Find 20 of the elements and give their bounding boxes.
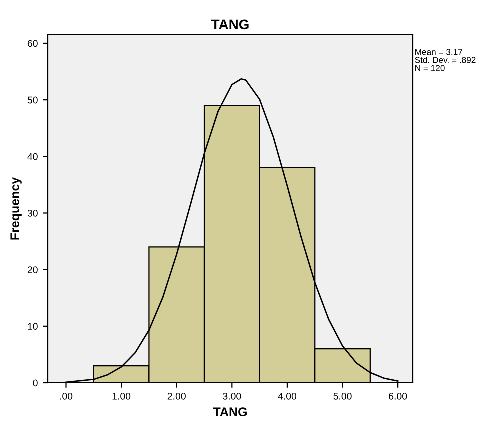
chart-title: TANG bbox=[211, 20, 249, 30]
x-tick-label: 3.00 bbox=[223, 392, 242, 400]
x-tick-label: 1.00 bbox=[112, 392, 131, 400]
x-axis-title: TANG bbox=[213, 408, 247, 417]
y-tick-label: 30 bbox=[28, 210, 38, 217]
y-tick-label: 0 bbox=[33, 380, 38, 387]
x-tick-label: .00 bbox=[60, 392, 73, 400]
x-tick-label: 5.00 bbox=[334, 392, 352, 400]
y-tick-label: 60 bbox=[28, 40, 38, 48]
y-tick-label: 20 bbox=[28, 266, 38, 274]
x-tick-label: 4.00 bbox=[278, 392, 297, 400]
text: Mean = 3.17 bbox=[416, 49, 463, 56]
text: Std. Dev. = .892 bbox=[415, 56, 476, 64]
x-tick-label: 6.00 bbox=[389, 392, 408, 400]
y-tick-label: 40 bbox=[28, 153, 38, 160]
y-axis-title: Frequency bbox=[10, 177, 22, 240]
y-tick-label: 10 bbox=[28, 323, 38, 330]
y-tick-label: 50 bbox=[28, 96, 38, 104]
text: N = 120 bbox=[416, 65, 445, 72]
x-tick-label: 2.00 bbox=[168, 392, 186, 400]
